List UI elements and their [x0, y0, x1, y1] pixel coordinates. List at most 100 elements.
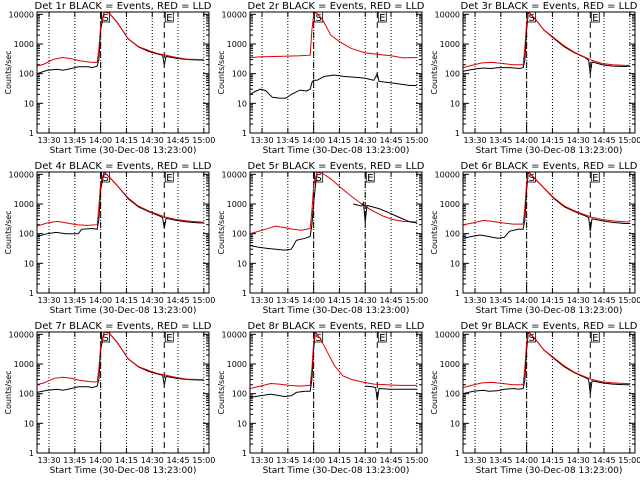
- y-tick-label: 10: [24, 99, 34, 108]
- y-tick-label: 10000: [435, 330, 460, 339]
- panel-7: Det 7r BLACK = Events, RED = LLD 1 10 100 10…: [4, 321, 215, 476]
- y-axis-label: Counts/sec: [4, 50, 13, 94]
- series-group: [463, 172, 630, 239]
- x-tick-label: 14:45: [380, 456, 403, 465]
- plot-frame: [36, 11, 210, 134]
- plot-frame: [462, 331, 636, 454]
- x-tick-label: 13:45: [489, 296, 512, 305]
- lld-series-line: [37, 332, 105, 386]
- x-tick-label: 14:30: [567, 296, 590, 305]
- events-series-line: [37, 172, 105, 237]
- events-series-line: [103, 332, 204, 385]
- events-series-line: [463, 172, 529, 239]
- x-tick-label: 13:45: [276, 456, 299, 465]
- lld-series-line: [463, 332, 529, 389]
- panel-title: Det 1r BLACK = Events, RED = LLD: [35, 1, 212, 12]
- y-axis-label: Counts/sec: [4, 210, 13, 254]
- y-tick-label: 1: [29, 289, 34, 298]
- x-tick-label: 13:30: [251, 456, 274, 465]
- plot-frame: [462, 11, 636, 134]
- x-tick-label: 14:00: [89, 136, 112, 145]
- marker-label-e: E: [166, 333, 172, 344]
- marker-label-e: E: [379, 333, 385, 344]
- y-tick-label: 1: [29, 449, 34, 458]
- x-tick-label: 13:30: [38, 136, 61, 145]
- y-tick-label: 10000: [222, 10, 247, 19]
- panel-title: Det 6r BLACK = Events, RED = LLD: [461, 161, 638, 172]
- plot-frame: [36, 171, 210, 294]
- lld-series-line: [463, 172, 529, 226]
- x-tick-label: 15:00: [192, 136, 215, 145]
- x-tick-label: 14:30: [141, 296, 164, 305]
- x-tick-label: 14:30: [141, 456, 164, 465]
- y-tick-label: 10000: [435, 170, 460, 179]
- events-series-line: [250, 172, 318, 251]
- x-axis-label: Start Time (30-Dec-08 13:23:00): [50, 466, 197, 476]
- lld-series-line: [103, 332, 204, 380]
- events-series-line: [103, 172, 204, 229]
- lld-series-line: [37, 12, 105, 67]
- y-tick-label: 10000: [9, 330, 34, 339]
- x-tick-label: 13:30: [251, 296, 274, 305]
- events-series-line: [463, 12, 529, 72]
- x-tick-label: 15:00: [405, 296, 428, 305]
- x-tick-label: 14:45: [380, 136, 403, 145]
- x-tick-label: 15:00: [618, 136, 640, 145]
- marker-label-s: S: [102, 173, 108, 184]
- y-tick-label: 1000: [440, 40, 460, 49]
- y-tick-label: 1: [455, 449, 460, 458]
- x-tick-label: 13:30: [38, 456, 61, 465]
- marker-label-s: S: [102, 333, 108, 344]
- y-tick-label: 1: [29, 129, 34, 138]
- events-series-line: [528, 332, 630, 394]
- panel-title: Det 3r BLACK = Events, RED = LLD: [461, 1, 638, 12]
- plot-frame: [249, 11, 423, 134]
- x-axis-label: Start Time (30-Dec-08 13:23:00): [476, 146, 623, 156]
- events-series-line: [353, 201, 417, 224]
- panel-8: Det 8r BLACK = Events, RED = LLD 1 10 100 10…: [217, 321, 428, 476]
- marker-label-e: E: [592, 13, 598, 24]
- x-tick-label: 14:00: [302, 136, 325, 145]
- lld-series-line: [314, 332, 417, 386]
- y-tick-label: 10000: [222, 330, 247, 339]
- y-tick-label: 1000: [14, 40, 34, 49]
- y-tick-label: 100: [19, 70, 34, 79]
- x-tick-label: 14:00: [89, 456, 112, 465]
- x-axis-label: Start Time (30-Dec-08 13:23:00): [50, 306, 197, 316]
- x-tick-label: 14:30: [354, 296, 377, 305]
- x-tick-label: 14:30: [141, 136, 164, 145]
- y-tick-label: 10: [237, 419, 247, 428]
- y-tick-label: 100: [445, 230, 460, 239]
- y-tick-label: 1: [242, 449, 247, 458]
- y-tick-label: 10000: [222, 170, 247, 179]
- x-tick-label: 14:00: [515, 456, 538, 465]
- y-tick-label: 10: [450, 419, 460, 428]
- marker-label-s: S: [315, 173, 321, 184]
- x-tick-label: 14:15: [115, 296, 138, 305]
- panel-3: Det 3r BLACK = Events, RED = LLD 1 10 100 10…: [430, 1, 640, 156]
- series-group: [463, 12, 630, 74]
- x-tick-label: 13:45: [489, 456, 512, 465]
- x-axis-label: Start Time (30-Dec-08 13:23:00): [263, 146, 410, 156]
- x-tick-label: 13:30: [464, 456, 487, 465]
- panel-1: Det 1r BLACK = Events, RED = LLD 1 10 100 10…: [4, 1, 215, 156]
- x-tick-label: 13:30: [38, 296, 61, 305]
- y-tick-label: 1000: [227, 200, 247, 209]
- marker-label-s: S: [315, 13, 321, 24]
- x-tick-label: 14:00: [89, 296, 112, 305]
- x-tick-label: 14:00: [515, 136, 538, 145]
- x-tick-label: 14:45: [380, 296, 403, 305]
- x-tick-label: 14:00: [302, 296, 325, 305]
- x-tick-label: 13:30: [464, 296, 487, 305]
- lld-series-line: [250, 12, 316, 58]
- y-tick-label: 1000: [440, 200, 460, 209]
- events-series-line: [103, 12, 204, 65]
- y-axis-label: Counts/sec: [430, 50, 439, 94]
- x-tick-label: 15:00: [192, 456, 215, 465]
- x-tick-label: 14:00: [515, 296, 538, 305]
- x-tick-label: 14:30: [354, 456, 377, 465]
- lld-series-line: [250, 332, 316, 389]
- panel-4: Det 4r BLACK = Events, RED = LLD 1 10 100 10…: [4, 161, 215, 316]
- y-tick-label: 1000: [14, 200, 34, 209]
